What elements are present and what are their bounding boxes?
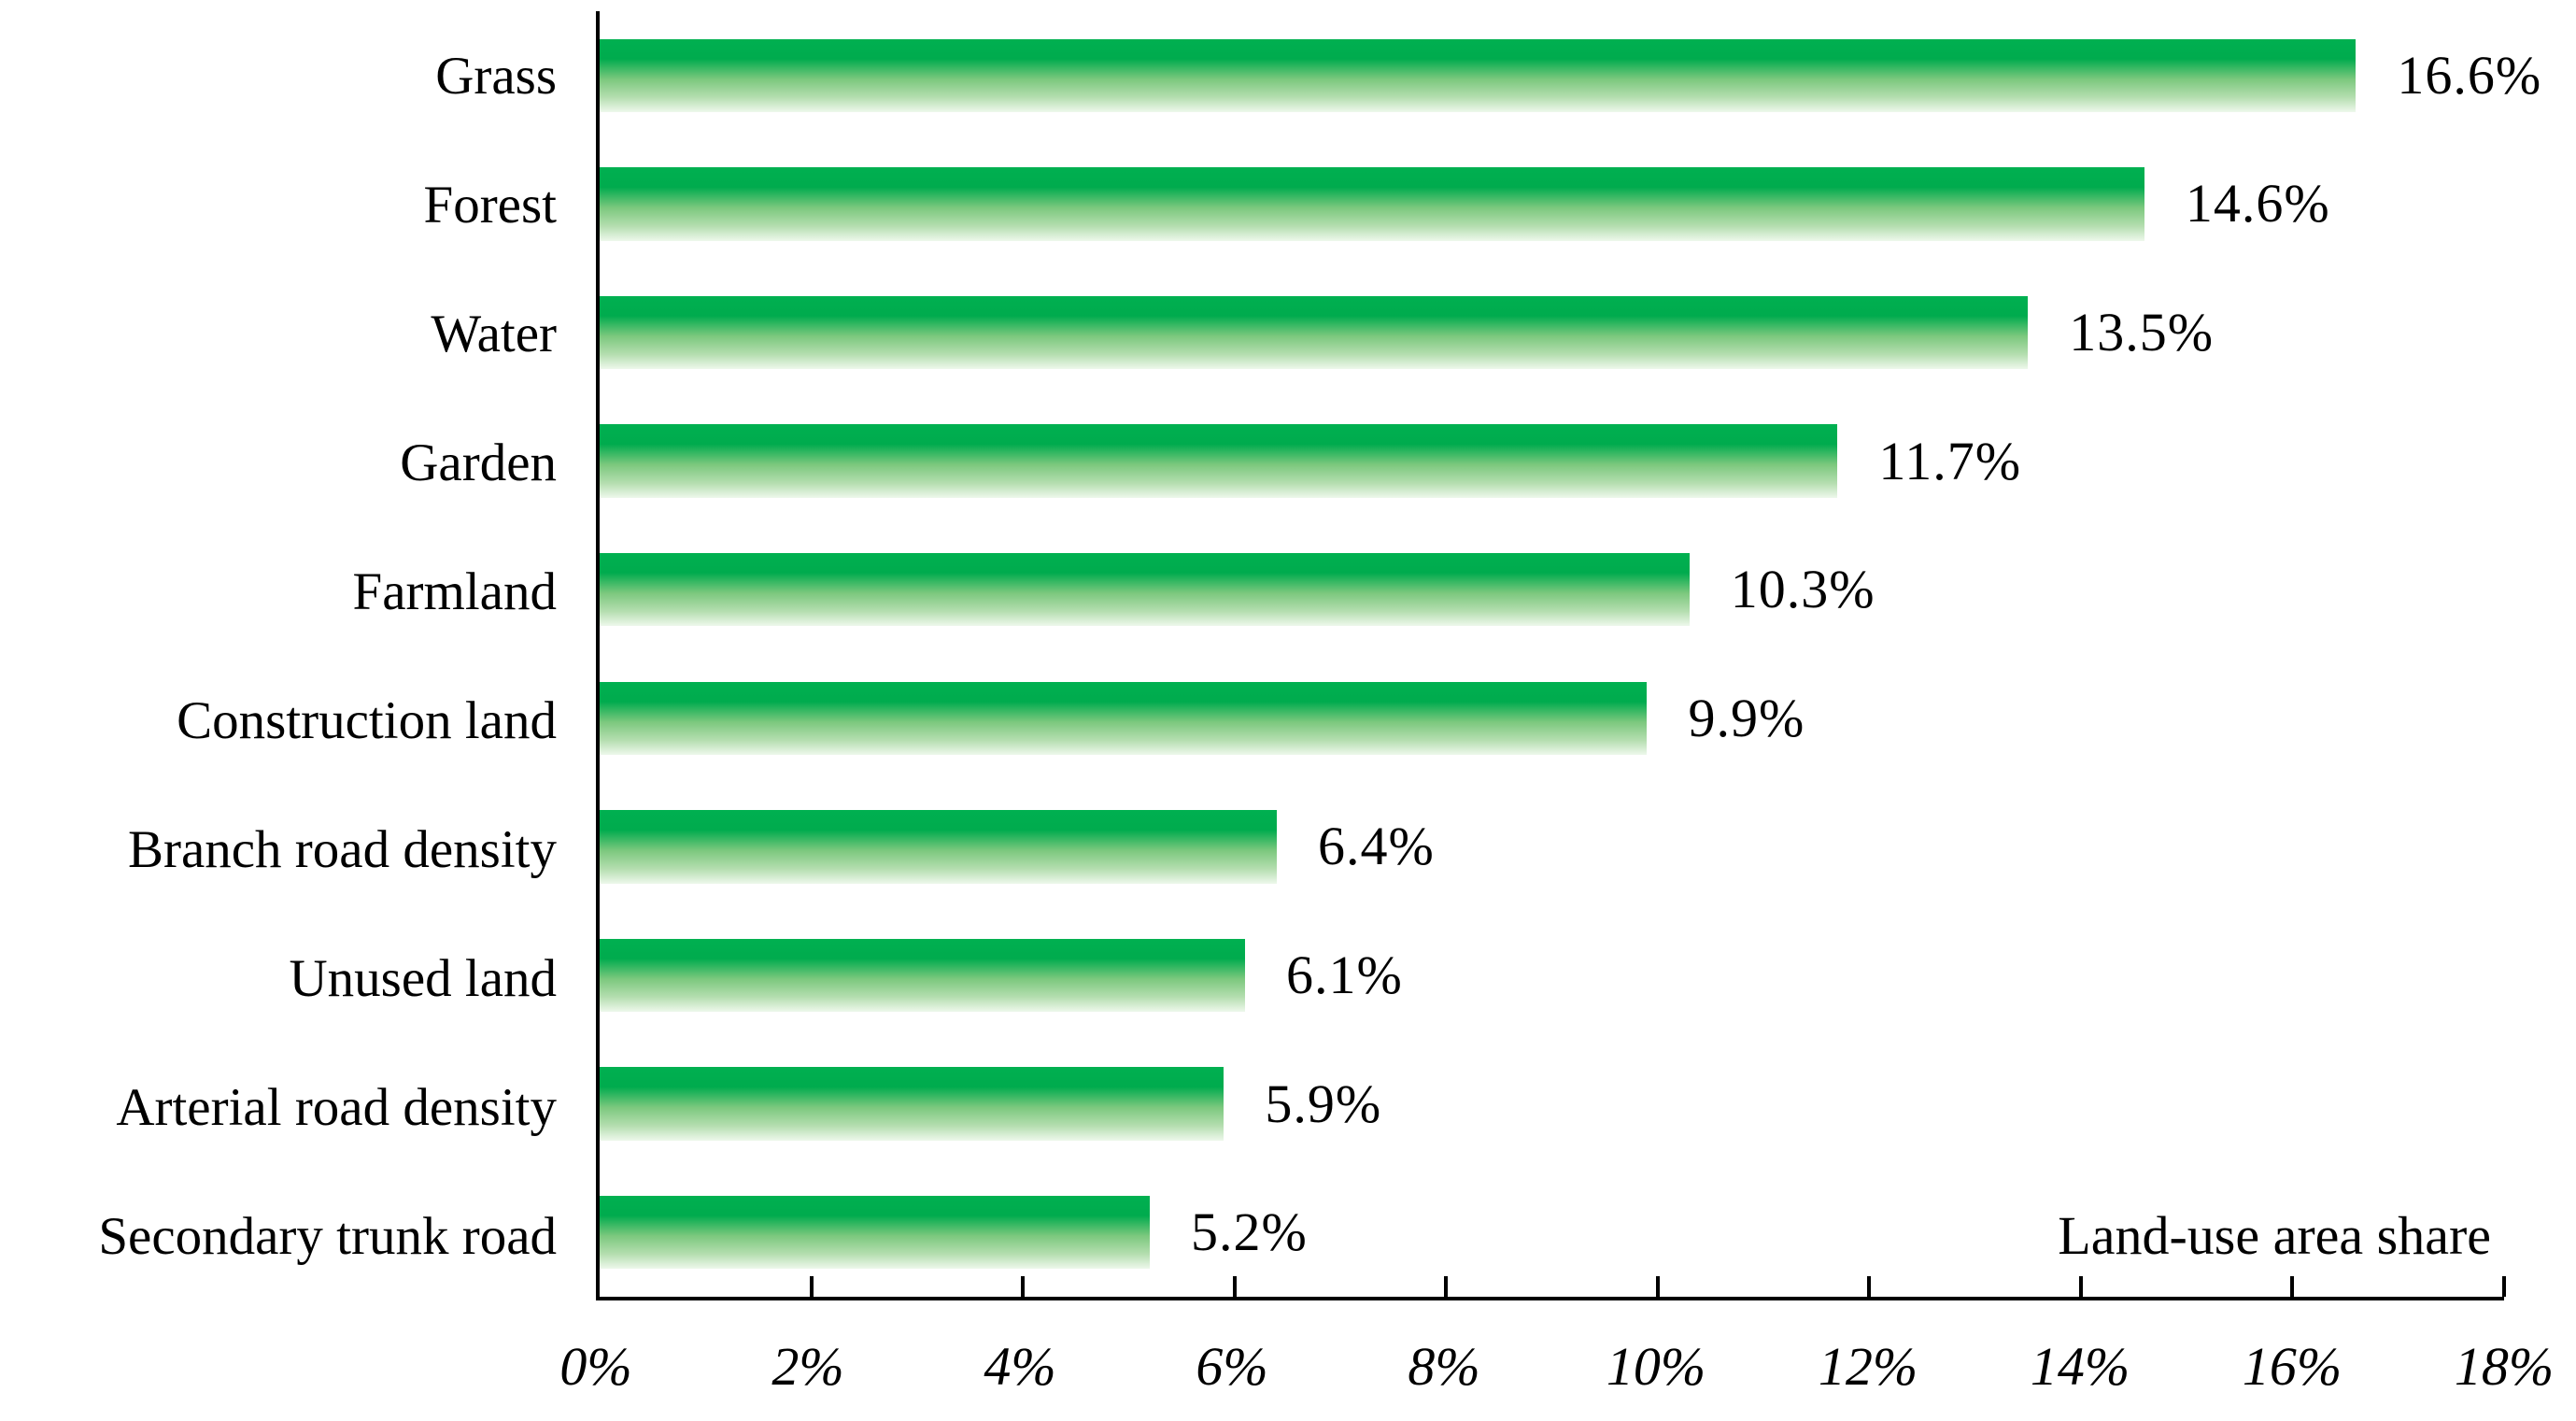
category-label: Unused land [289,948,557,1008]
bar-row: 10.3% [600,525,2504,654]
tick-label: 18% [2454,1336,2555,1397]
bar-value-label: 9.9% [1688,687,1805,748]
bar [600,681,1648,755]
bar [600,552,1690,627]
bar-row: 13.5% [600,268,2504,397]
category-label: Branch road density [127,819,557,879]
x-axis-tick-labels: 0% 2% 4% 6% 8% 10% 12% 14% 16% 18% [559,1330,2554,1405]
bar-value-label: 14.6% [2185,173,2330,234]
category-label: Secondary trunk road [98,1206,557,1266]
bar-row: 6.4% [600,783,2504,912]
tick-label: 0% [559,1336,632,1397]
bar [600,424,1838,498]
tick-label: 2% [771,1336,844,1397]
bar [600,1195,1151,1270]
tick-mark [1655,1276,1660,1297]
category-label: Construction land [177,690,557,750]
bar-value-label: 5.2% [1191,1201,1308,1263]
tick-label: 8% [1408,1336,1480,1397]
category-label: Arterial road density [116,1077,557,1137]
bar-row: 9.9% [600,654,2504,783]
bar [600,810,1277,884]
bar-value-label: 13.5% [2069,301,2215,362]
bar [600,38,2357,112]
plot-area: 16.6% 14.6% 13.5% 11.7% 10.3% 9.9% 6.4% [596,11,2541,1300]
tick-label: 6% [1196,1336,1268,1397]
series-label: Land-use area share [2058,1205,2491,1266]
bar-value-label: 11.7% [1878,430,2022,491]
bar-value-label: 6.1% [1285,944,1403,1005]
tick-mark [2502,1276,2506,1297]
bar-row: 6.1% [600,911,2504,1040]
tick-mark [1232,1276,1237,1297]
bar [600,167,2144,241]
bar-row: 14.6% [600,140,2504,269]
tick-mark [1444,1276,1449,1297]
tick-mark [1021,1276,1026,1297]
tick-mark [1867,1276,1872,1297]
bar-rows: 16.6% 14.6% 13.5% 11.7% 10.3% 9.9% 6.4% [600,11,2541,1297]
bar-row: 16.6% [600,11,2541,140]
category-label: Garden [400,433,557,492]
bar-value-label: 16.6% [2397,44,2542,106]
tick-mark [2078,1276,2083,1297]
tick-label: 16% [2242,1336,2342,1397]
tick-label: 14% [2030,1336,2130,1397]
bar [600,295,2029,370]
bar-value-label: 10.3% [1730,559,1875,620]
tick-label: 4% [984,1336,1056,1397]
tick-label: 12% [1818,1336,1918,1397]
category-labels: Grass Forest Water Garden Farmland Const… [0,11,575,1300]
bar-value-label: 6.4% [1317,816,1435,877]
category-label: Water [431,304,557,363]
tick-label: 10% [1606,1336,1706,1397]
category-label: Grass [435,46,557,106]
category-label: Farmland [352,561,557,621]
category-label: Forest [423,175,558,234]
tick-mark [2290,1276,2295,1297]
bar-value-label: 5.9% [1265,1073,1382,1134]
tick-mark [809,1276,814,1297]
bar-row: 5.9% [600,1040,2504,1169]
bar-row: 5.2% [600,1168,2504,1297]
bar [600,938,1245,1013]
bar-row: 11.7% [600,397,2504,526]
bar [600,1067,1224,1141]
